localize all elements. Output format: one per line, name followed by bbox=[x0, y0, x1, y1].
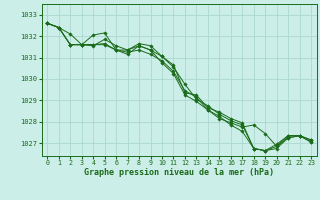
X-axis label: Graphe pression niveau de la mer (hPa): Graphe pression niveau de la mer (hPa) bbox=[84, 168, 274, 177]
